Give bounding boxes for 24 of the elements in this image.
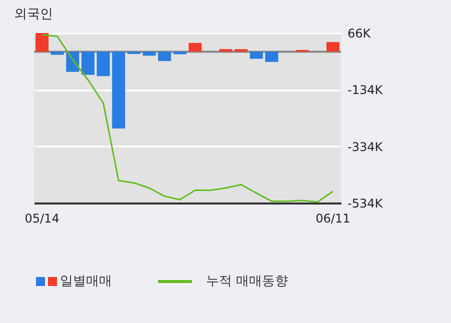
bar xyxy=(158,52,172,62)
x-tick-label: 05/14 xyxy=(24,212,60,226)
bar xyxy=(36,33,49,52)
bar xyxy=(112,52,126,128)
bar xyxy=(250,52,263,59)
bar xyxy=(96,52,110,76)
bar xyxy=(219,49,232,52)
legend-label: 누적 매매동향 xyxy=(206,273,288,290)
legend-label: 일별매매 xyxy=(60,273,112,290)
bar xyxy=(81,52,94,75)
bar xyxy=(326,42,340,52)
bar xyxy=(50,52,64,55)
y-tick-label: -334K xyxy=(348,140,384,154)
y-tick-label: 66K xyxy=(348,26,372,40)
y-tick-label: -534K xyxy=(348,196,384,210)
line-series xyxy=(41,34,334,203)
x-tick-label: 06/11 xyxy=(316,212,350,226)
chart-title: 외국인 xyxy=(14,7,54,22)
bar xyxy=(188,42,202,52)
bar xyxy=(265,52,278,62)
bar xyxy=(142,52,156,56)
bar xyxy=(234,49,248,52)
y-tick-label: -134K xyxy=(348,83,384,98)
bar xyxy=(173,52,186,54)
